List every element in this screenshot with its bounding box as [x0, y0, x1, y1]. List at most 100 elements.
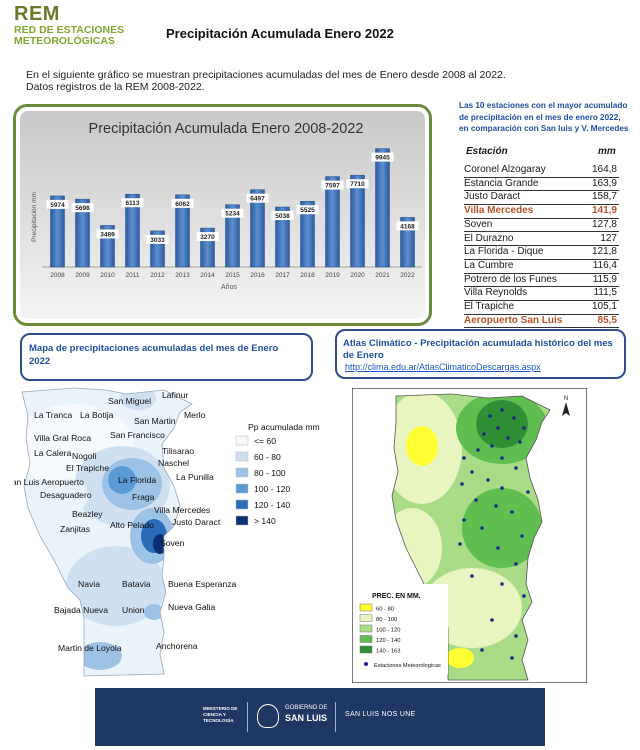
- station-dot: [488, 414, 492, 418]
- bar-2021: [375, 148, 390, 268]
- footer-gov-2: SAN LUIS: [285, 713, 328, 723]
- legend-label: 60 - 80: [254, 452, 281, 462]
- station-legend-dot: [364, 662, 368, 666]
- data-label-bg-2010: [96, 229, 119, 239]
- place-label: Nogoli: [72, 451, 96, 461]
- data-label-bg-2018: [296, 205, 319, 215]
- data-label-bg-2020: [346, 179, 369, 189]
- station-dot: [496, 426, 500, 430]
- station-name: El Trapiche: [464, 301, 515, 312]
- station-name: Villa Mercedes: [464, 205, 534, 217]
- place-label: San Martin: [134, 416, 176, 426]
- place-label: Martin de Loyola: [58, 643, 122, 653]
- place-label: Anchorena: [156, 641, 198, 651]
- station-dot: [476, 448, 480, 452]
- stations-title: Las 10 estaciones con el mayor acumulado…: [459, 100, 639, 135]
- x-tick-2017: 2017: [275, 272, 290, 279]
- legend-label: 100 - 120: [254, 484, 291, 494]
- place-label: San Luis Aeropuerto: [14, 477, 84, 487]
- left-legend: <= 60 60 - 80 80 - 100 100 - 120 120 - 140 > …: [235, 435, 291, 526]
- data-label-bg-2009: [71, 203, 94, 213]
- place-label: Fraga: [132, 492, 155, 502]
- station-row: Justo Daract 158,7: [464, 191, 619, 206]
- atlas-legend-title: PREC. EN MM.: [372, 593, 421, 600]
- x-tick-2013: 2013: [175, 272, 190, 279]
- atlas-legend-swatch: [359, 603, 373, 612]
- atlas-legend-swatch: [359, 624, 373, 633]
- station-row: Potrero de los Funes 115,9: [464, 274, 619, 288]
- x-tick-2008: 2008: [50, 272, 65, 279]
- x-tick-2020: 2020: [350, 272, 365, 279]
- station-dot: [500, 456, 504, 460]
- data-label-bg-2014: [196, 232, 219, 242]
- footer-ministry: MINISTERIO DE CIENCIA Y TECNOLOGÍA: [203, 706, 238, 723]
- station-name: Villa Reynolds: [464, 287, 528, 299]
- footer-divider: [247, 702, 248, 732]
- left-legend-title: Pp acumulada mm: [248, 422, 320, 432]
- station-dot: [490, 444, 494, 448]
- station-dot: [480, 526, 484, 530]
- bar-2019: [325, 176, 340, 268]
- x-tick-2009: 2009: [75, 272, 90, 279]
- place-label: Justo Daract: [172, 517, 221, 527]
- bar-2018: [300, 200, 315, 268]
- station-dot: [462, 456, 466, 460]
- atlas-legend-label: 140 - 163: [376, 649, 401, 655]
- legend-label: <= 60: [254, 436, 276, 446]
- legend-swatch: [235, 451, 249, 462]
- station-mm: 85,5: [597, 314, 617, 326]
- footer-gov-1: GOBIERNO DE: [285, 705, 328, 711]
- place-label: Union: [122, 605, 145, 615]
- data-label-bg-2016: [246, 193, 269, 203]
- station-row: Coronel Alzogaray 164,8: [464, 164, 619, 178]
- north-arrow-icon: N: [562, 396, 570, 416]
- coat-of-arms-icon: [257, 704, 279, 728]
- data-label-2014: 3270: [200, 234, 215, 241]
- data-label-2011: 6113: [125, 200, 139, 207]
- atlas-legend-label: 120 - 140: [376, 638, 401, 644]
- intro-line-2: Datos registros de la REM 2008-2022.: [26, 81, 205, 93]
- station-dot: [470, 574, 474, 578]
- station-dot: [514, 466, 518, 470]
- place-label: Alto Pelado: [110, 520, 154, 530]
- x-tick-2016: 2016: [250, 272, 265, 279]
- x-tick-2019: 2019: [325, 272, 340, 279]
- station-dot: [520, 534, 524, 538]
- station-row: Soven 127,8: [464, 219, 619, 233]
- station-mm: 127,8: [591, 218, 617, 230]
- data-label-2020: 7710: [350, 181, 365, 188]
- station-dot: [522, 426, 526, 430]
- station-mm: 121,8: [591, 246, 617, 258]
- bar-2016: [250, 189, 265, 268]
- atlas-link[interactable]: http://clima.edu.ar/AtlasClimaticoDescar…: [345, 362, 541, 372]
- data-label-2015: 5234: [225, 211, 240, 218]
- data-label-2016: 6497: [250, 196, 265, 203]
- place-label: San Francisco: [110, 430, 165, 440]
- station-dot: [500, 582, 504, 586]
- station-row: La Florida - Dique 121,8: [464, 246, 619, 260]
- data-label-2022: 4168: [400, 223, 415, 230]
- legend-label: 120 - 140: [254, 500, 291, 510]
- data-label-bg-2017: [271, 211, 294, 221]
- place-labels: Lafinur San Miguel La Tranca La Botija San M…: [14, 390, 237, 653]
- logo-line-1: RED DE ESTACIONES: [14, 24, 125, 36]
- station-name: Aeropuerto San Luis: [464, 314, 563, 326]
- data-label-2017: 5038: [275, 213, 290, 220]
- station-dot: [500, 408, 504, 412]
- station-dot: [526, 490, 530, 494]
- station-mm: 111,5: [593, 287, 617, 299]
- legend-swatch: [235, 435, 249, 446]
- station-dot: [522, 594, 526, 598]
- bar-2015: [225, 204, 240, 268]
- station-dot: [494, 504, 498, 508]
- place-label: Merlo: [184, 410, 206, 420]
- station-dot: [500, 486, 504, 490]
- x-tick-2015: 2015: [225, 272, 240, 279]
- atlas-province-outline: [391, 393, 551, 681]
- station-dot: [490, 618, 494, 622]
- legend-label: > 140: [254, 516, 276, 526]
- station-row: El Trapiche 105,1: [464, 301, 619, 315]
- atlas-legend-label: 100 - 120: [376, 628, 401, 634]
- data-label-2018: 5525: [300, 207, 315, 214]
- data-label-2010: 3489: [100, 231, 115, 238]
